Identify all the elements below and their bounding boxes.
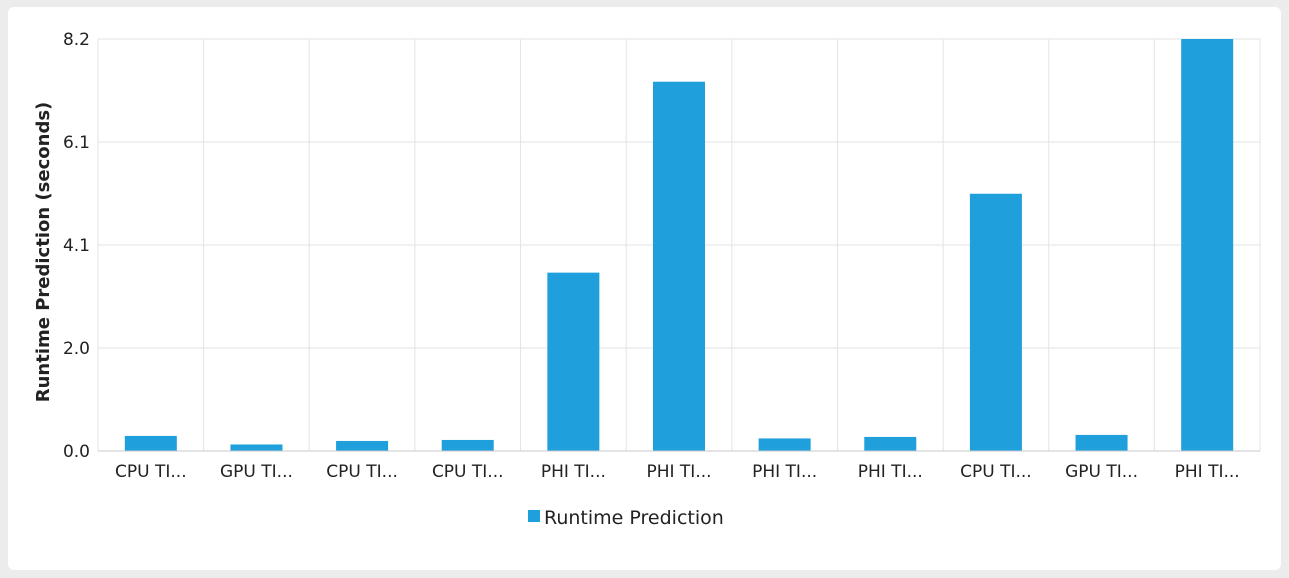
bars [124, 39, 1234, 452]
y-tick-label: 8.2 [63, 30, 90, 50]
bar[interactable] [124, 435, 177, 451]
x-tick-label: CPU TI... [960, 462, 1032, 482]
x-tick-label: PHI TI... [858, 462, 923, 482]
y-axis-title: Runtime Prediction (seconds) [33, 102, 54, 403]
y-tick-label: 6.1 [63, 133, 90, 153]
x-tick-labels: CPU TI... GPU TI... CPU TI... CPU TI... PHI … [115, 462, 1240, 482]
bar[interactable] [653, 81, 705, 452]
legend-label: Runtime Prediction [544, 507, 724, 529]
y-tick-label: 4.1 [63, 236, 90, 256]
bar[interactable] [758, 438, 811, 451]
x-tick-label: PHI TI... [646, 462, 711, 482]
bar[interactable] [336, 440, 389, 451]
x-tick-label: CPU TI... [432, 462, 504, 482]
x-tick-label: GPU TI... [220, 462, 293, 482]
bar[interactable] [864, 436, 917, 451]
legend-swatch [528, 510, 540, 522]
x-tick-label: PHI TI... [541, 462, 606, 482]
bar[interactable] [1075, 434, 1128, 451]
x-tick-label: CPU TI... [115, 462, 187, 482]
bar[interactable] [969, 193, 1022, 451]
y-tick-label: 0.0 [63, 442, 90, 462]
grid-lines [97, 38, 1261, 452]
x-tick-label: PHI TI... [752, 462, 817, 482]
chart-card: 0.0 2.0 4.1 6.1 8.2 CPU TI... GPU TI... CPU TI… [8, 7, 1281, 570]
x-tick-label: GPU TI... [1065, 462, 1138, 482]
x-tick-label: PHI TI... [1175, 462, 1240, 482]
bar[interactable] [230, 444, 283, 451]
bar-chart: 0.02.04.16.18.2 CPU TI... GPU TI... CPU TI… [33, 30, 1261, 529]
bar[interactable] [1181, 39, 1234, 451]
y-tick-label: 2.0 [63, 339, 90, 359]
bar[interactable] [441, 439, 494, 451]
x-tick-label: CPU TI... [326, 462, 398, 482]
bar[interactable] [547, 272, 600, 451]
legend: Runtime Prediction [528, 507, 724, 529]
y-tick-labels: 0.0 2.0 4.1 6.1 8.2 [63, 30, 90, 462]
